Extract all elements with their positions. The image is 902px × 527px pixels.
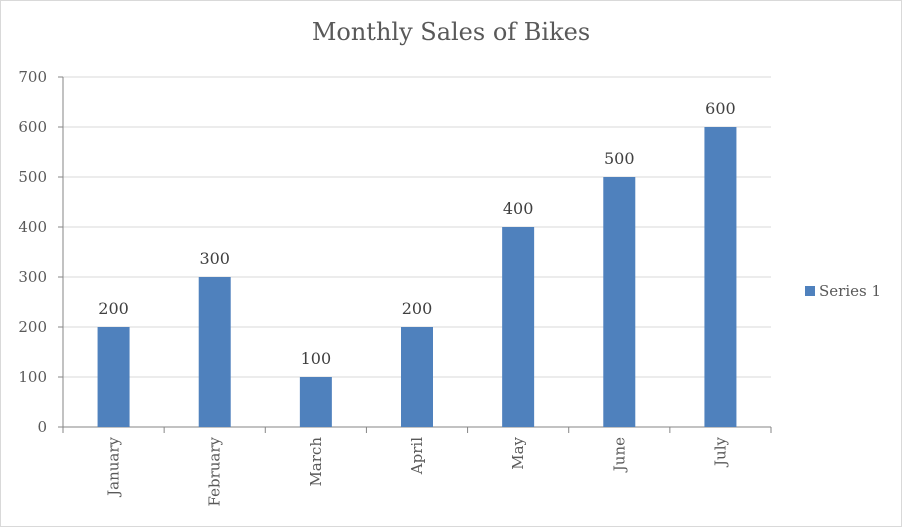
legend-swatch	[805, 286, 815, 296]
y-tick-label-500: 500	[18, 168, 47, 186]
y-tick-label-600: 600	[18, 118, 47, 136]
chart-title: Monthly Sales of Bikes	[311, 18, 591, 46]
bar-june	[603, 177, 636, 427]
bar-february	[198, 277, 231, 427]
data-label-march: 100	[301, 349, 332, 368]
bar-march	[299, 377, 332, 427]
y-tick-label-200: 200	[18, 318, 47, 336]
data-label-january: 200	[98, 299, 129, 318]
data-label-may: 400	[503, 199, 534, 218]
data-label-april: 200	[402, 299, 433, 318]
data-label-july: 600	[705, 99, 736, 118]
legend-label-series-1: Series 1	[819, 282, 882, 300]
y-tick-label-300: 300	[18, 268, 47, 286]
bar-july	[704, 127, 737, 427]
bar-january	[97, 327, 130, 427]
x-tick-label-april: April	[408, 437, 426, 475]
x-tick-label-july: July	[711, 436, 729, 467]
y-tick-label-700: 700	[18, 68, 47, 86]
x-tick-label-february: February	[206, 436, 224, 506]
bar-may	[502, 227, 535, 427]
data-label-june: 500	[604, 149, 635, 168]
y-tick-label-400: 400	[18, 218, 47, 236]
x-tick-label-june: June	[610, 437, 628, 473]
legend: Series 1	[805, 282, 881, 300]
x-tick-label-may: May	[509, 436, 527, 469]
y-tick-label-100: 100	[18, 368, 47, 386]
y-tick-label-0: 0	[37, 418, 47, 436]
bar-april	[401, 327, 433, 427]
data-label-february: 300	[199, 249, 230, 268]
x-tick-label-march: March	[307, 437, 325, 487]
x-tick-label-january: January	[105, 436, 123, 497]
